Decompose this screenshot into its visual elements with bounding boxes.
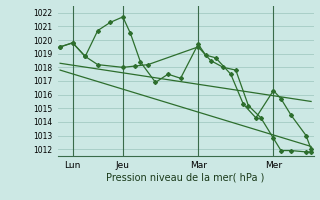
X-axis label: Pression niveau de la mer( hPa ): Pression niveau de la mer( hPa ) xyxy=(107,173,265,183)
